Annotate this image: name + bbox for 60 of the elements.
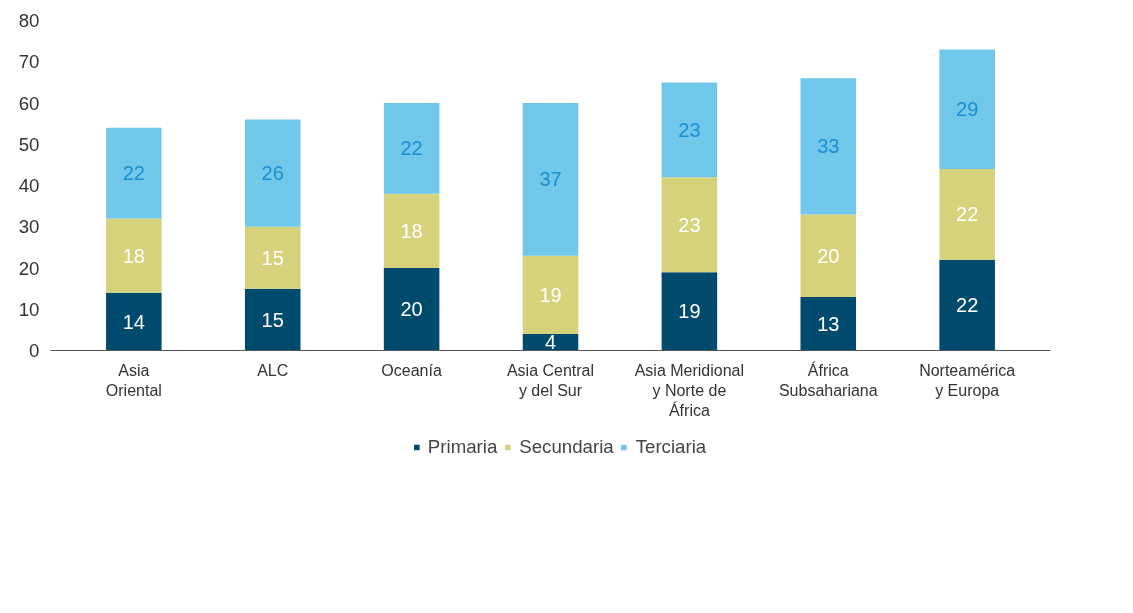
- bar: [522, 103, 579, 256]
- data-label: 22: [956, 294, 979, 317]
- legend-label: Primaria: [427, 436, 498, 458]
- bar: [800, 214, 857, 297]
- data-label: 37: [539, 168, 562, 191]
- bar: [106, 218, 162, 293]
- y-tick-label: 80: [18, 10, 40, 31]
- x-tick-label: África Subsahariana: [778, 360, 878, 399]
- data-label: 20: [400, 298, 423, 321]
- bar: [661, 82, 718, 178]
- x-tick-label: Oceanía: [381, 361, 442, 379]
- x-tick-label: Asia Oriental: [105, 361, 162, 399]
- data-label: 26: [261, 162, 284, 185]
- data-label: 14: [122, 310, 145, 333]
- data-label: 22: [400, 137, 423, 160]
- data-label: 23: [678, 213, 701, 236]
- data-label: 18: [400, 219, 423, 242]
- bar: [383, 103, 440, 194]
- y-tick-label: 30: [18, 216, 40, 238]
- bar: [522, 255, 579, 334]
- bar: [383, 193, 440, 268]
- bar: [244, 288, 301, 351]
- data-label: 20: [817, 244, 840, 267]
- data-label: 19: [678, 300, 701, 323]
- y-tick-label: 40: [18, 175, 40, 196]
- bar: [244, 226, 301, 289]
- data-label: 4: [544, 331, 557, 354]
- y-tick-label: 60: [18, 92, 40, 114]
- data-label: 15: [261, 246, 284, 269]
- bar: [106, 127, 162, 219]
- data-label: 23: [678, 118, 701, 141]
- y-tick-label: 20: [18, 257, 40, 279]
- data-label: 33: [817, 135, 840, 158]
- data-label: 15: [261, 308, 284, 331]
- bar: [800, 78, 857, 215]
- legend-label: Terciaria: [635, 436, 707, 458]
- bar: [800, 296, 857, 351]
- data-label: 22: [956, 203, 979, 226]
- x-tick-label: ALC: [257, 361, 289, 379]
- bar: [939, 259, 995, 351]
- y-tick-label: 10: [18, 298, 40, 320]
- bar: [106, 292, 162, 351]
- data-label: 22: [122, 162, 145, 185]
- y-tick-label: 0: [29, 340, 40, 361]
- legend-label: Secundaria: [519, 436, 614, 458]
- y-tick-label: 50: [18, 133, 40, 155]
- x-tick-label: Asia Central y del Sur: [506, 361, 595, 399]
- data-label: 19: [539, 283, 562, 306]
- data-label: 18: [122, 244, 145, 267]
- bar: [244, 119, 301, 227]
- bar: [661, 272, 718, 351]
- bar: [939, 49, 995, 169]
- x-tick-label: Asia Meridional y Norte de África: [634, 361, 745, 420]
- bar: [383, 268, 440, 351]
- bar: [939, 169, 995, 260]
- data-label: 13: [817, 312, 840, 335]
- y-tick-label: 70: [18, 51, 40, 73]
- x-tick-label: Norteamérica y Europa: [919, 361, 1016, 399]
- data-label: 29: [956, 98, 979, 121]
- bar: [661, 177, 718, 273]
